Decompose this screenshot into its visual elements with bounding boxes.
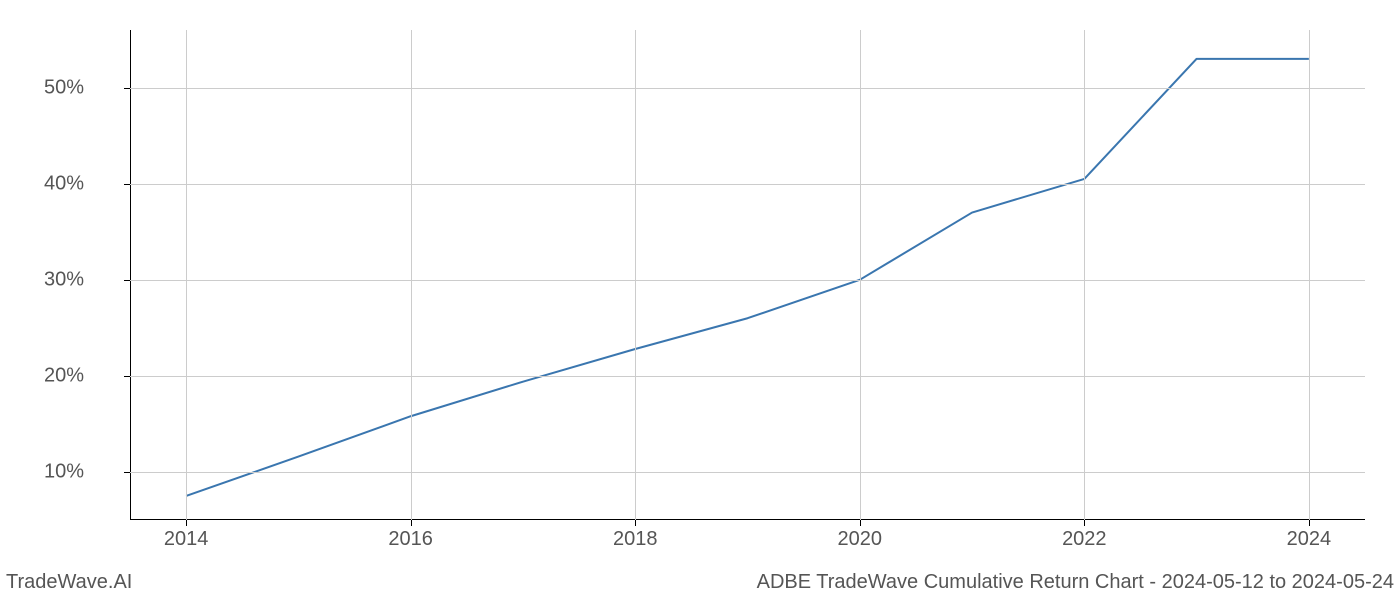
chart-container: 20142016201820202022202410%20%30%40%50% … <box>0 0 1400 600</box>
x-tick-mark <box>635 520 636 526</box>
gridline-horizontal <box>130 184 1365 185</box>
y-tick-mark <box>124 184 130 185</box>
gridline-vertical <box>411 30 412 520</box>
footer-right-label: ADBE TradeWave Cumulative Return Chart -… <box>757 571 1394 594</box>
gridline-vertical <box>635 30 636 520</box>
x-tick-label: 2020 <box>838 528 883 551</box>
x-tick-mark <box>1309 520 1310 526</box>
x-tick-label: 2014 <box>164 528 209 551</box>
y-tick-mark <box>124 472 130 473</box>
y-tick-mark <box>124 376 130 377</box>
gridline-vertical <box>186 30 187 520</box>
x-tick-label: 2018 <box>613 528 658 551</box>
return-line <box>186 59 1309 496</box>
y-tick-mark <box>124 280 130 281</box>
gridline-horizontal <box>130 88 1365 89</box>
gridline-vertical <box>1309 30 1310 520</box>
x-tick-label: 2022 <box>1062 528 1107 551</box>
line-series <box>130 30 1365 520</box>
y-tick-label: 20% <box>34 364 84 387</box>
y-tick-label: 10% <box>34 460 84 483</box>
gridline-vertical <box>860 30 861 520</box>
x-tick-mark <box>1084 520 1085 526</box>
footer-left-label: TradeWave.AI <box>6 571 132 594</box>
plot-area: 20142016201820202022202410%20%30%40%50% <box>130 30 1365 520</box>
x-tick-mark <box>411 520 412 526</box>
x-tick-mark <box>860 520 861 526</box>
gridline-horizontal <box>130 472 1365 473</box>
gridline-horizontal <box>130 376 1365 377</box>
x-tick-label: 2016 <box>388 528 433 551</box>
x-tick-mark <box>186 520 187 526</box>
y-tick-mark <box>124 88 130 89</box>
gridline-vertical <box>1084 30 1085 520</box>
x-tick-label: 2024 <box>1287 528 1332 551</box>
y-tick-label: 30% <box>34 268 84 291</box>
y-tick-label: 50% <box>34 76 84 99</box>
y-tick-label: 40% <box>34 172 84 195</box>
gridline-horizontal <box>130 280 1365 281</box>
